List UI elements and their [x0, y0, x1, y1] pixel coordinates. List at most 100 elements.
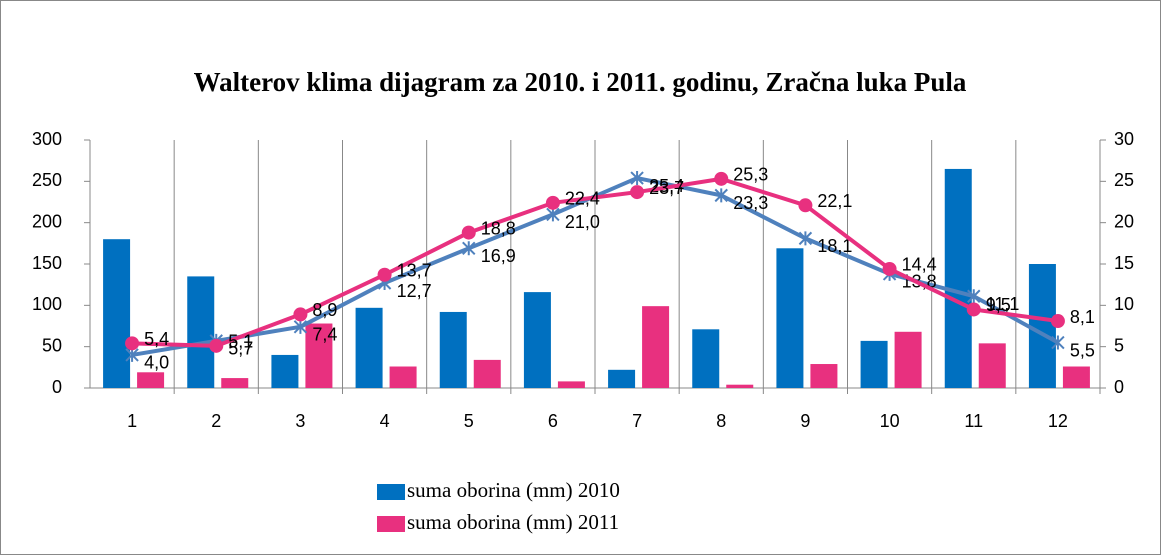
x-tick-label: 8 [716, 411, 726, 431]
marker [545, 195, 560, 210]
marker [377, 267, 392, 282]
legend-label: suma oborina (mm) 2010 [407, 478, 620, 502]
x-tick-label: 7 [632, 411, 642, 431]
line [132, 176, 1059, 348]
y2-tick-label: 15 [1114, 253, 1134, 273]
marker [1050, 314, 1065, 329]
marker [1051, 335, 1065, 350]
bar [1028, 264, 1056, 388]
marker [630, 171, 644, 186]
bar [776, 248, 804, 388]
y2-tick-label: 25 [1114, 170, 1134, 190]
marker [630, 185, 645, 200]
data-label: 14,4 [902, 255, 937, 275]
marker [293, 319, 308, 334]
x-tick-label: 10 [880, 411, 900, 431]
bar [810, 364, 838, 388]
x-tick-label: 6 [548, 411, 558, 431]
bar [726, 384, 754, 388]
marker [462, 241, 476, 256]
bar [692, 329, 720, 388]
data-label: 25,3 [733, 165, 768, 185]
bar [944, 168, 972, 388]
bar [1062, 366, 1090, 388]
data-label: 5,1 [228, 332, 253, 352]
bar [103, 239, 131, 388]
y2-tick-label: 0 [1114, 377, 1124, 397]
chart-title: Walterov klima dijagram za 2010. i 2011.… [193, 67, 967, 97]
bar [137, 372, 165, 388]
x-tick-label: 12 [1048, 411, 1068, 431]
data-label: 18,8 [481, 218, 516, 238]
legend-label: suma oborina (mm) 2011 [407, 510, 619, 534]
marker [882, 261, 897, 276]
y-tick-label: 300 [32, 129, 62, 149]
bar [305, 323, 333, 388]
bar [523, 292, 551, 388]
bar [557, 381, 585, 388]
data-label: 16,9 [481, 246, 516, 266]
marker [209, 338, 224, 353]
data-label: 5,7 [228, 339, 253, 359]
x-tick-label: 1 [127, 411, 137, 431]
x-tick-label: 4 [380, 411, 390, 431]
data-label: 23,3 [733, 193, 768, 213]
y-tick-label: 250 [32, 170, 62, 190]
bar [439, 311, 467, 388]
data-label: 22,1 [817, 191, 852, 211]
marker [798, 231, 813, 246]
y2-tick-label: 10 [1114, 294, 1134, 314]
marker [125, 336, 140, 351]
bar [978, 343, 1006, 388]
legend-swatch [377, 484, 405, 500]
y-tick-label: 200 [32, 211, 62, 231]
y2-tick-label: 5 [1114, 335, 1124, 355]
data-label: 18,1 [817, 236, 852, 256]
x-tick-label: 3 [295, 411, 305, 431]
y-tick-label: 50 [42, 335, 62, 355]
data-label: 13,7 [397, 260, 432, 280]
data-label: 8,1 [1070, 307, 1095, 327]
legend-swatch [377, 516, 405, 532]
y-tick-label: 150 [32, 253, 62, 273]
data-label: 11,1 [986, 294, 1020, 314]
data-label: 5,4 [144, 329, 169, 349]
marker [293, 307, 308, 322]
marker [461, 225, 476, 240]
bar [894, 331, 922, 388]
bar [860, 340, 888, 388]
x-tick-label: 5 [464, 411, 474, 431]
data-label: 23,7 [649, 178, 684, 198]
bar [271, 354, 299, 388]
bar [389, 366, 417, 388]
bar [187, 276, 215, 388]
bar [642, 306, 670, 388]
data-label: 22,4 [565, 189, 600, 209]
legend: suma oborina (mm) 2010 suma oborina (mm) … [377, 478, 620, 534]
marker [798, 198, 813, 213]
data-label: 8,9 [312, 300, 337, 320]
marker [714, 171, 729, 186]
x-tick-label: 2 [211, 411, 221, 431]
bar [355, 307, 383, 388]
marker [714, 188, 728, 203]
bar [608, 369, 636, 388]
y2-tick-label: 20 [1114, 211, 1134, 231]
bar [473, 359, 501, 388]
marker [967, 289, 981, 304]
data-label: 4,0 [144, 353, 169, 373]
y-tick-label: 100 [32, 294, 62, 314]
y-tick-label: 0 [52, 377, 62, 397]
bar [221, 378, 249, 388]
marker [966, 302, 981, 317]
y2-tick-label: 30 [1114, 129, 1134, 149]
x-tick-label: 9 [800, 411, 810, 431]
data-label: 12,7 [397, 281, 432, 301]
data-label: 9,5 [986, 295, 1011, 315]
data-label: 7,4 [312, 325, 337, 345]
x-tick-label: 11 [964, 411, 983, 431]
data-label: 21,0 [565, 212, 600, 232]
data-label: 5,5 [1070, 340, 1095, 360]
